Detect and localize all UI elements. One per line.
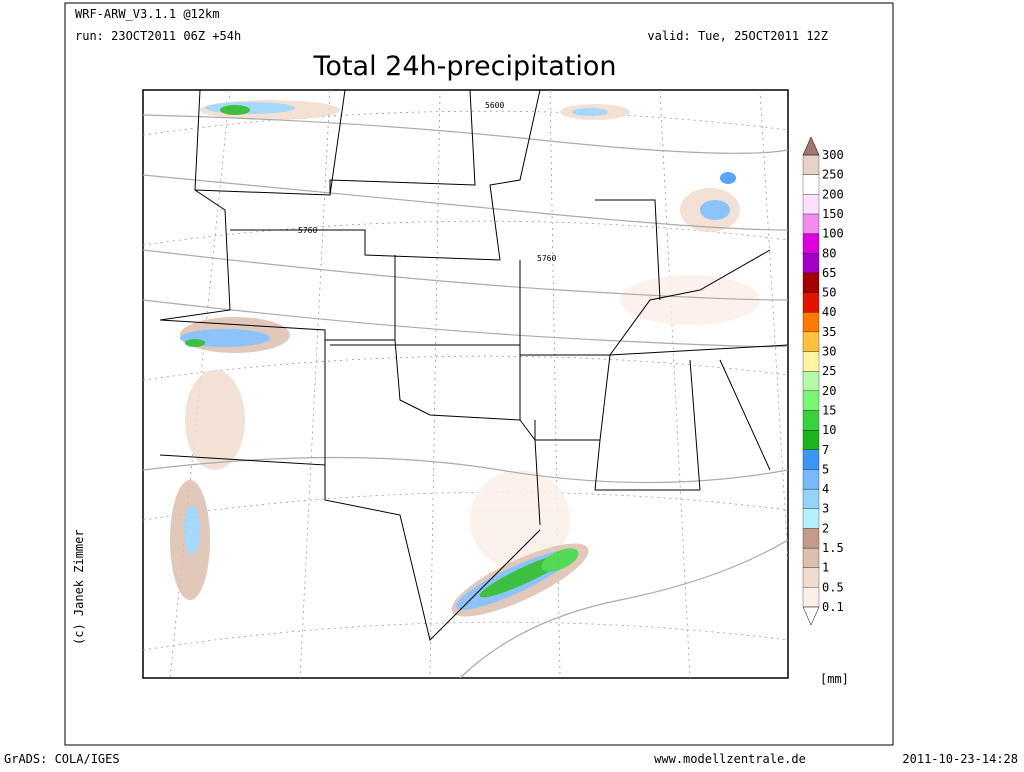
legend-label: 80 bbox=[822, 246, 836, 260]
legend-label: 65 bbox=[822, 266, 836, 280]
contour-label: 5600 bbox=[485, 101, 504, 110]
swatch bbox=[802, 351, 820, 372]
swatch bbox=[802, 371, 820, 391]
colorbar: 0.1 0.5 1 1.5 2 3 4 5 7 10 15 20 25 30 35 40 50 65 80 100 15… bbox=[802, 136, 844, 626]
swatch bbox=[802, 154, 820, 175]
swatch bbox=[802, 547, 820, 568]
legend-label: 7 bbox=[822, 443, 829, 457]
footer-right: 2011-10-23-14:28 bbox=[902, 752, 1018, 766]
swatch bbox=[802, 567, 820, 588]
legend-label: 15 bbox=[822, 403, 836, 417]
swatch bbox=[802, 429, 820, 450]
swatch bbox=[802, 410, 820, 431]
title: Total 24h-precipitation bbox=[313, 51, 617, 82]
swatch bbox=[802, 292, 820, 313]
legend-label: 1.5 bbox=[822, 541, 844, 555]
map: 5600 5760 5760 bbox=[142, 89, 789, 679]
legend-label: 250 bbox=[822, 168, 844, 182]
swatch bbox=[802, 488, 820, 509]
swatch bbox=[802, 233, 820, 254]
footer-center: www.modellzentrale.de bbox=[654, 752, 806, 766]
swatch bbox=[802, 508, 820, 529]
legend-label: 40 bbox=[822, 305, 836, 319]
unit-label: [mm] bbox=[820, 672, 849, 686]
map-box bbox=[142, 89, 789, 679]
legend-label: 35 bbox=[822, 325, 836, 339]
copyright: (c) Janek Zimmer bbox=[72, 529, 86, 645]
swatch bbox=[802, 312, 820, 333]
swatch bbox=[802, 449, 820, 470]
swatch-below bbox=[802, 606, 820, 626]
legend-label: 0.5 bbox=[822, 580, 844, 594]
swatch bbox=[802, 194, 820, 215]
legend-label: 30 bbox=[822, 345, 836, 359]
swatch-above bbox=[802, 136, 820, 156]
legend-label: 150 bbox=[822, 207, 844, 221]
map-content bbox=[143, 90, 788, 678]
swatch bbox=[802, 272, 820, 293]
legend-label: 100 bbox=[822, 227, 844, 241]
legend-label: 3 bbox=[822, 502, 829, 516]
swatch bbox=[802, 528, 820, 549]
swatch bbox=[802, 253, 820, 274]
legend-label: 20 bbox=[822, 384, 836, 398]
valid-label: valid: Tue, 25OCT2011 12Z bbox=[647, 29, 828, 43]
run-label: run: 23OCT2011 06Z +54h bbox=[75, 29, 241, 43]
legend-label: 10 bbox=[822, 423, 836, 437]
legend-label: 50 bbox=[822, 286, 836, 300]
legend-label: 4 bbox=[822, 482, 829, 496]
legend-label: 5 bbox=[822, 462, 829, 476]
contour-label: 5760 bbox=[537, 254, 556, 263]
frame bbox=[64, 2, 894, 746]
footer-left: GrADS: COLA/IGES bbox=[4, 752, 120, 766]
precip bbox=[170, 100, 760, 617]
swatch bbox=[802, 587, 820, 608]
legend-label: 2 bbox=[822, 521, 829, 535]
contour-label: 5760 bbox=[298, 226, 317, 235]
legend-label: 0.1 bbox=[822, 600, 844, 614]
legend-label: 300 bbox=[822, 148, 844, 162]
swatch bbox=[802, 174, 820, 195]
swatch bbox=[802, 331, 820, 352]
legend-label: 1 bbox=[822, 561, 829, 575]
legend-label: 200 bbox=[822, 187, 844, 201]
swatch bbox=[802, 469, 820, 490]
legend-label: 25 bbox=[822, 364, 836, 378]
model-label: WRF-ARW_V3.1.1 @12km bbox=[75, 7, 220, 21]
swatch bbox=[802, 390, 820, 411]
swatch bbox=[802, 213, 820, 234]
